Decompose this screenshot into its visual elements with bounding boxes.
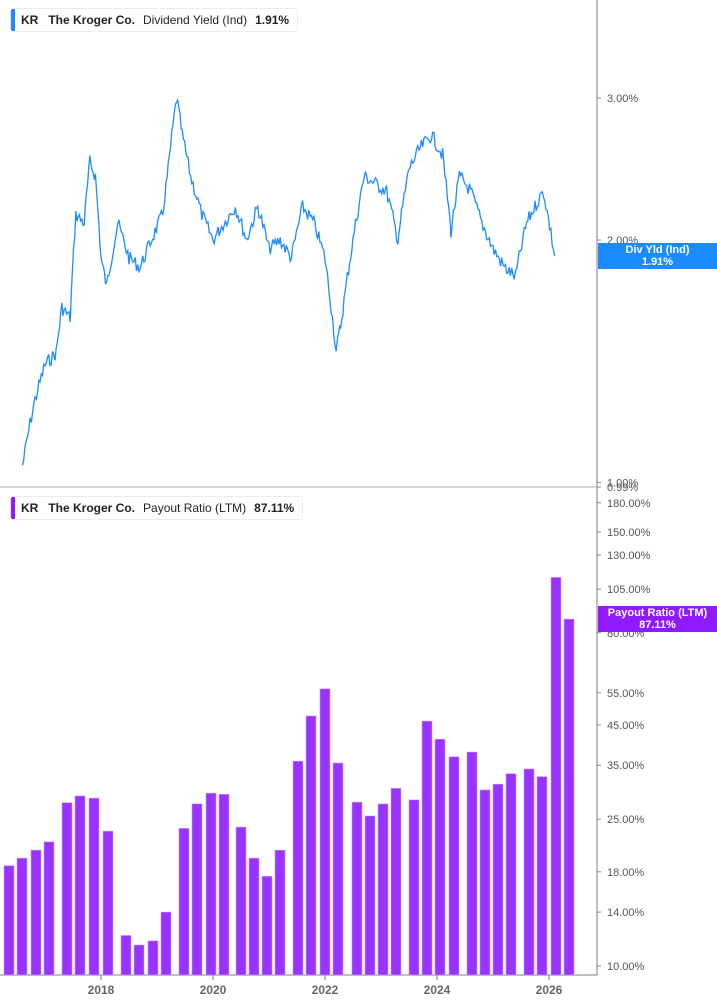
payout-ratio-value-flag: Payout Ratio (LTM) 87.11% <box>598 606 717 632</box>
legend-color-swatch <box>11 9 15 31</box>
payout-bar <box>88 797 100 976</box>
y-tick-label: 130.00% <box>607 550 651 562</box>
payout-bar <box>16 857 28 976</box>
payout-bar <box>466 751 478 976</box>
legend-ticker: KR <box>21 501 39 515</box>
payout-bar <box>133 944 145 976</box>
flag-label: Payout Ratio (LTM) <box>607 607 708 619</box>
y-tick-label: 1.00% <box>607 478 638 490</box>
flag-value: 87.11% <box>639 619 676 631</box>
payout-bar <box>523 768 535 976</box>
payout-bar <box>479 789 491 976</box>
payout-bar <box>61 802 73 976</box>
legend-color-swatch <box>11 497 15 519</box>
legend-metric: Dividend Yield (Ind) <box>143 13 248 27</box>
payout-bar <box>351 801 363 976</box>
top-legend: KR The Kroger Co. Dividend Yield (Ind) 1… <box>10 8 299 32</box>
y-tick-label: 55.00% <box>607 688 645 700</box>
payout-bar <box>434 738 446 976</box>
x-tick-label: 2022 <box>312 983 339 997</box>
payout-bar <box>120 935 132 976</box>
y-tick-label: 3.00% <box>607 93 638 105</box>
payout-bar <box>448 756 460 976</box>
payout-bar <box>191 803 203 976</box>
y-tick-label: 35.00% <box>607 760 645 772</box>
payout-bar <box>261 876 273 976</box>
y-tick-label: 45.00% <box>607 720 645 732</box>
y-tick-label: 14.00% <box>607 907 645 919</box>
payout-bar <box>550 577 562 976</box>
payout-bar <box>390 788 402 976</box>
y-tick-label: 150.00% <box>607 527 651 539</box>
dividend-yield-value-flag: Div Yld (Ind) 1.91% <box>598 243 717 269</box>
legend-ticker: KR <box>21 13 39 27</box>
legend-value: 1.91% <box>255 13 290 27</box>
x-tick-label: 2026 <box>536 983 563 997</box>
bottom-legend: KR The Kroger Co. Payout Ratio (LTM) 87.… <box>10 496 304 520</box>
y-tick-label: 105.00% <box>607 584 651 596</box>
y-tick-label: 10.00% <box>607 961 645 973</box>
payout-bar <box>332 762 344 976</box>
payout-bar <box>43 841 55 976</box>
payout-bar <box>30 849 42 976</box>
legend-value: 87.11% <box>254 501 295 515</box>
payout-bar <box>319 688 331 976</box>
payout-bar <box>408 799 420 976</box>
payout-bar <box>274 849 286 976</box>
y-tick-label: 180.00% <box>607 498 651 510</box>
payout-bar <box>292 760 304 976</box>
dividend-yield-chart <box>21 98 556 466</box>
payout-bar <box>235 826 247 976</box>
x-axis-ticks: 2018 2020 2022 2024 2026 <box>88 975 563 997</box>
payout-bar <box>377 803 389 976</box>
legend-metric: Payout Ratio (LTM) <box>143 501 247 515</box>
flag-value: 1.91% <box>641 256 674 268</box>
x-tick-label: 2020 <box>200 983 227 997</box>
x-tick-label: 2024 <box>424 983 451 997</box>
payout-bar <box>3 865 15 976</box>
payout-bar <box>218 793 230 976</box>
payout-bar <box>421 720 433 976</box>
payout-bar <box>505 773 517 976</box>
payout-bar <box>248 857 260 976</box>
payout-bar <box>205 792 217 976</box>
y-axis-ticks: 3.00%2.00%1.00%0.99%180.00%150.00%130.00… <box>597 93 651 973</box>
legend-company: The Kroger Co. <box>48 501 136 515</box>
payout-ratio-bars <box>3 577 575 976</box>
payout-bar <box>74 795 86 976</box>
payout-bar <box>536 776 548 976</box>
y-tick-label: 0.99% <box>607 482 638 494</box>
payout-bar <box>147 940 159 976</box>
payout-bar <box>102 830 114 976</box>
payout-bar <box>160 911 172 976</box>
payout-bar <box>178 828 190 976</box>
payout-bar <box>305 715 317 976</box>
flag-label: Div Yld (Ind) <box>625 244 690 256</box>
payout-bar <box>364 815 376 976</box>
x-tick-label: 2018 <box>88 983 115 997</box>
dividend-yield-line <box>21 98 556 466</box>
legend-company: The Kroger Co. <box>48 13 136 27</box>
payout-bar <box>492 783 504 976</box>
y-tick-label: 18.00% <box>607 867 645 879</box>
y-tick-label: 25.00% <box>607 814 645 826</box>
payout-bar <box>563 618 575 976</box>
